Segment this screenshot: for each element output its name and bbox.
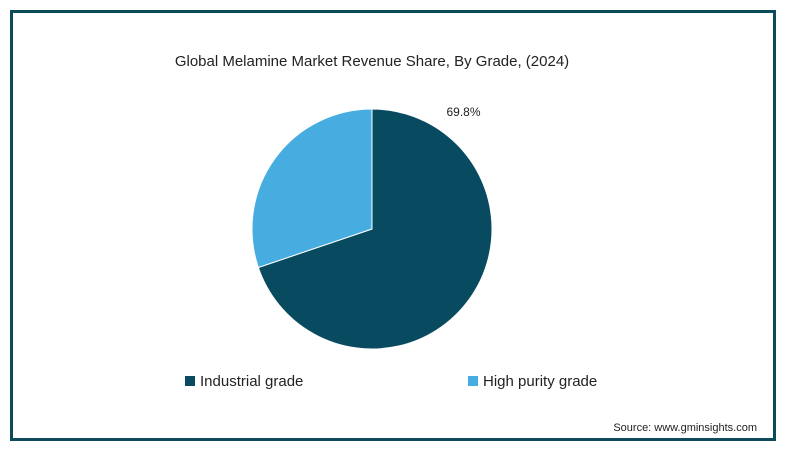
legend-swatch <box>468 376 478 386</box>
legend-swatch <box>185 376 195 386</box>
pie-slice <box>251 108 373 269</box>
legend-label: High purity grade <box>483 373 597 390</box>
source: Source: www.gminsights.com <box>613 422 757 434</box>
data-label: 69.8% <box>446 105 480 119</box>
chart-title: Global Melamine Market Revenue Share, By… <box>175 53 569 70</box>
legend-label: Industrial grade <box>200 373 303 390</box>
pie-slice <box>257 108 493 350</box>
